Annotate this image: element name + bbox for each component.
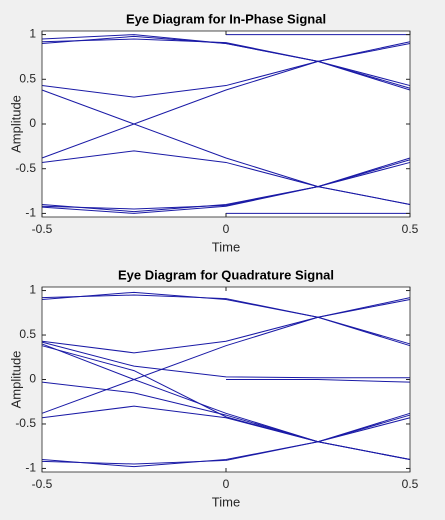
y-axis-label: Amplitude bbox=[8, 351, 23, 409]
trace bbox=[41, 345, 411, 443]
y-tick-label: -0.5 bbox=[15, 416, 36, 430]
trace bbox=[41, 381, 411, 461]
trace bbox=[41, 41, 411, 159]
y-tick-label: 0.5 bbox=[19, 327, 36, 341]
chart-title: Eye Diagram for In-Phase Signal bbox=[126, 11, 326, 26]
x-tick-label: -0.5 bbox=[32, 222, 53, 236]
trace bbox=[41, 161, 411, 214]
x-tick-label: 0.5 bbox=[402, 477, 419, 491]
plot-area bbox=[42, 31, 410, 217]
trace bbox=[41, 150, 411, 205]
y-tick-label: 0 bbox=[29, 116, 36, 130]
trace bbox=[226, 379, 411, 383]
y-tick-label: 1 bbox=[29, 27, 36, 41]
x-axis-label: Time bbox=[212, 494, 240, 509]
y-tick-label: -0.5 bbox=[15, 161, 36, 175]
y-tick-label: 0 bbox=[29, 372, 36, 386]
trace bbox=[41, 38, 411, 91]
x-tick-label: -0.5 bbox=[32, 477, 53, 491]
y-tick-label: 0.5 bbox=[19, 71, 36, 85]
y-axis-label: Amplitude bbox=[8, 95, 23, 153]
chart-title: Eye Diagram for Quadrature Signal bbox=[118, 267, 334, 282]
trace bbox=[41, 294, 411, 347]
y-tick-label: -1 bbox=[25, 206, 36, 220]
trace bbox=[41, 298, 411, 354]
y-tick-label: 1 bbox=[29, 283, 36, 297]
trace bbox=[41, 412, 411, 465]
trace bbox=[41, 297, 411, 414]
x-tick-label: 0 bbox=[223, 222, 230, 236]
trace bbox=[41, 34, 411, 87]
trace bbox=[41, 159, 411, 213]
trace bbox=[41, 291, 411, 345]
trace bbox=[41, 157, 411, 210]
x-tick-label: 0 bbox=[223, 477, 230, 491]
x-tick-label: 0.5 bbox=[402, 222, 419, 236]
trace bbox=[41, 341, 410, 379]
x-axis-label: Time bbox=[212, 239, 240, 254]
trace bbox=[41, 43, 411, 98]
y-tick-label: -1 bbox=[25, 461, 36, 475]
trace bbox=[41, 414, 411, 468]
